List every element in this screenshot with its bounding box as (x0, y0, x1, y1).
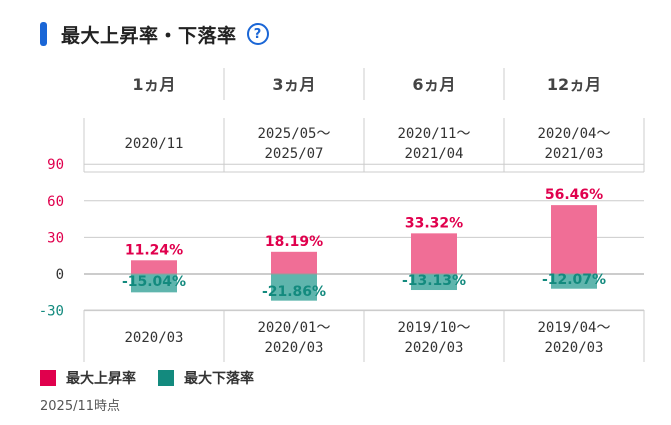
down-value-label-1: -21.86% (262, 284, 326, 300)
up-date-1-0: 2025/05〜 (257, 126, 330, 142)
up-value-label-0: 11.24% (125, 242, 183, 258)
legend-item-down: 最大下落率 (158, 368, 254, 388)
up-date-0-0: 2020/11 (124, 136, 183, 152)
y-tick-label-2: 30 (47, 230, 64, 246)
up-value-label-3: 56.46% (545, 187, 603, 203)
up-date-2-0: 2020/11〜 (397, 126, 470, 142)
as-of-date: 2025/11時点 (40, 399, 121, 414)
down-date-3-1: 2020/03 (544, 340, 603, 356)
y-tick-label-3: 0 (56, 267, 64, 283)
down-date-1-0: 2020/01〜 (257, 320, 330, 336)
down-bar-3 (551, 274, 597, 289)
down-date-2-1: 2020/03 (404, 340, 463, 356)
up-bar-1 (271, 251, 317, 274)
up-bar-3 (551, 205, 597, 274)
legend-item-up: 最大上昇率 (40, 368, 136, 388)
y-tick-label-0: 90 (47, 157, 64, 173)
legend-label-down: 最大下落率 (184, 371, 254, 387)
down-bar-1 (271, 274, 317, 301)
up-date-1-1: 2025/07 (264, 146, 323, 162)
down-date-1-1: 2020/03 (264, 340, 323, 356)
up-date-3-0: 2020/04〜 (537, 126, 610, 142)
up-bar-2 (411, 233, 457, 274)
down-value-label-2: -13.13% (402, 273, 466, 289)
legend-label-up: 最大上昇率 (66, 371, 136, 387)
down-date-3-0: 2019/04〜 (537, 320, 610, 336)
legend-swatch-up (40, 370, 56, 386)
section-header: 最大上昇率・下落率 ? (40, 18, 269, 50)
down-value-label-0: -15.04% (122, 274, 186, 290)
section-title: 最大上昇率・下落率 (61, 24, 237, 47)
down-bar-0 (131, 274, 177, 293)
period-header-0: 1ヵ月 (132, 75, 175, 94)
up-date-2-1: 2021/04 (404, 146, 463, 162)
up-date-3-1: 2021/03 (544, 146, 603, 162)
up-value-label-2: 33.32% (405, 215, 463, 231)
y-tick-label-1: 60 (47, 194, 64, 210)
period-header-3: 12ヵ月 (547, 75, 601, 94)
down-date-0-0: 2020/03 (124, 330, 183, 346)
period-header-2: 6ヵ月 (412, 75, 455, 94)
chart-legend: 最大上昇率 最大下落率 (40, 368, 276, 388)
y-tick-label-4: -30 (39, 304, 64, 320)
question-circle-icon[interactable]: ? (246, 23, 269, 45)
section-accent-bar (40, 22, 47, 46)
down-date-2-0: 2019/10〜 (397, 320, 470, 336)
up-bar-0 (131, 260, 177, 274)
legend-swatch-down (158, 370, 174, 386)
down-value-label-3: -12.07% (542, 272, 606, 288)
up-value-label-1: 18.19% (265, 234, 323, 250)
period-header-1: 3ヵ月 (272, 75, 315, 94)
down-bar-2 (411, 274, 457, 291)
